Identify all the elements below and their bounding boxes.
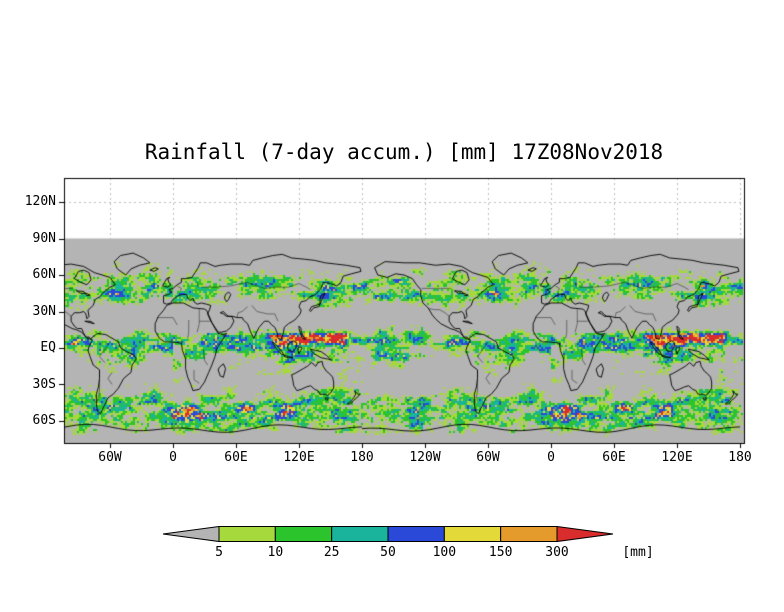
colorbar-left-arrow [162,526,220,543]
colorbar-legend: 5 10 25 50 100 150 300 [mm] [162,526,742,566]
lat-tick-label: 30S [32,376,56,392]
lat-tick-label: 90N [32,230,56,246]
colorbar [162,526,614,543]
colorbar-tick-label: 10 [267,545,284,560]
colorbar-segment [218,526,276,542]
colorbar-tick-label: 25 [323,545,340,560]
colorbar-tick-label: 150 [488,545,513,560]
colorbar-segment [387,526,445,542]
plot-title: Rainfall (7-day accum.) [mm] 17Z08Nov201… [144,140,664,164]
colorbar-segment [331,526,389,542]
colorbar-tick-label: 300 [545,545,569,560]
colorbar-segment [274,526,333,542]
lat-tick-label: 120N [24,194,56,210]
colorbar-unit-label: [mm] [622,545,654,560]
lat-tick-label: 60N [32,267,56,283]
colorbar-right-arrow [556,526,614,543]
rainfall-map-canvas [56,174,752,454]
lat-tick-label: 60S [32,413,56,429]
colorbar-tick-label: 50 [380,545,396,560]
colorbar-segment [443,526,502,542]
colorbar-tick-label: 5 [215,545,223,560]
colorbar-tick-label: 100 [432,545,457,560]
lat-tick-label: 30N [32,303,56,319]
lat-tick-label: EQ [40,340,56,356]
colorbar-segment [500,526,558,542]
